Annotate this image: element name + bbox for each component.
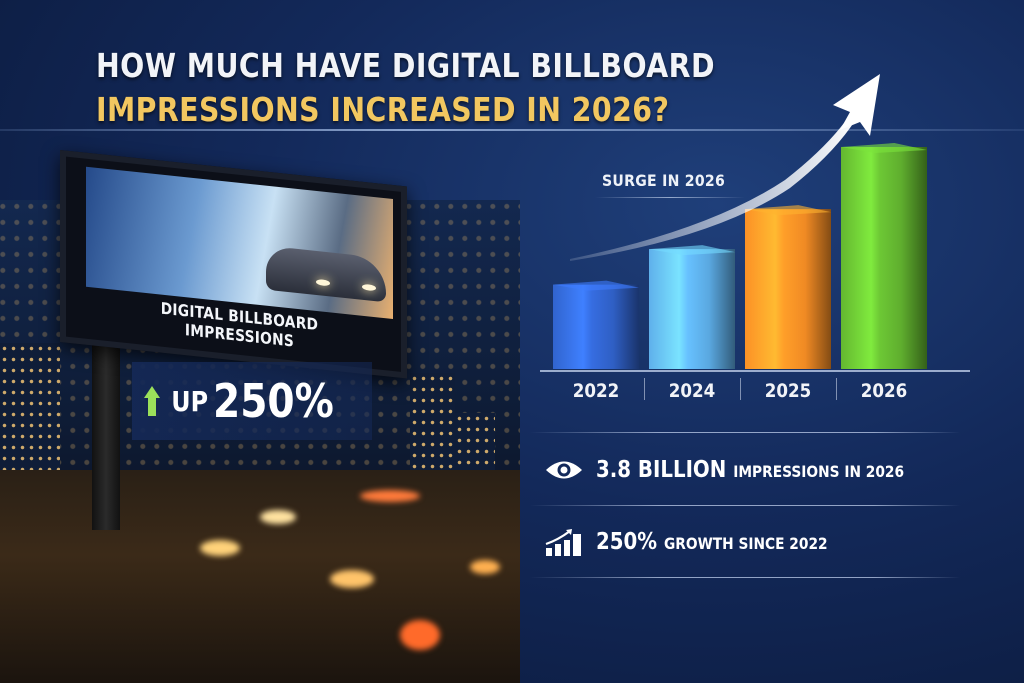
divider [530,577,960,578]
stat-text: 250% GROWTH SINCE 2022 [596,529,828,555]
stat-text: 3.8 BILLION IMPRESSIONS IN 2026 [596,457,904,483]
growth-chart-icon [545,529,581,556]
car-image [266,245,386,303]
stat-value: 3.8 BILLION [596,457,727,483]
stat-growth: 250% GROWTH SINCE 2022 [544,528,865,556]
bar-top-2026 [841,143,927,153]
tail-light [400,620,440,650]
car-light [260,510,296,524]
x-tick-label: 2022 [572,380,620,402]
bar-chart: SURGE IN 2026 2022 2024 2025 2026 [540,60,970,410]
bar-2022 [553,284,639,369]
x-tick-label: 2025 [764,380,812,402]
car-light [330,570,374,588]
page-title: HOW MUCH HAVE DIGITAL BILLBOARD IMPRESSI… [96,44,715,132]
night-city-scene [0,140,520,683]
title-line-2: IMPRESSIONS INCREASED IN 2026? [96,90,670,129]
bar-top-2024 [649,245,735,256]
bar-2026 [841,147,927,369]
trend-arrowhead-icon [833,74,880,136]
growth-value: 250% [213,374,335,428]
bar-2024 [649,249,735,369]
stat-label: IMPRESSIONS IN 2026 [733,462,905,481]
billboard-pole [92,330,120,530]
tick-separator [740,378,741,400]
tick-separator [644,378,645,400]
eye-icon [546,461,582,479]
stat-value: 250% [596,529,658,555]
divider [530,505,960,506]
car-light [470,560,500,574]
car-light [200,540,240,556]
digital-billboard: DIGITAL BILLBOARD IMPRESSIONS [60,150,407,379]
bar-2025 [745,209,831,369]
bar-top-2025 [745,205,831,216]
arrow-up-icon [144,386,160,416]
annotation-underline [595,197,745,198]
chart-canvas [540,74,970,372]
bar-top-2022 [553,280,639,291]
stat-impressions: 3.8 BILLION IMPRESSIONS IN 2026 [544,457,954,483]
divider [530,432,960,433]
title-line-1: HOW MUCH HAVE DIGITAL BILLBOARD [96,46,715,85]
tick-separator [836,378,837,400]
chart-annotation: SURGE IN 2026 [602,171,726,190]
tail-light [360,490,420,502]
headlight [316,278,330,287]
stat-label: GROWTH SINCE 2022 [664,534,828,553]
x-tick-label: 2024 [668,380,716,402]
headlight [362,283,376,292]
growth-label: UP [171,384,209,418]
highway [0,470,520,683]
title-divider [0,129,1024,131]
growth-badge: UP 250% [132,362,372,440]
x-tick-label: 2026 [860,380,908,402]
